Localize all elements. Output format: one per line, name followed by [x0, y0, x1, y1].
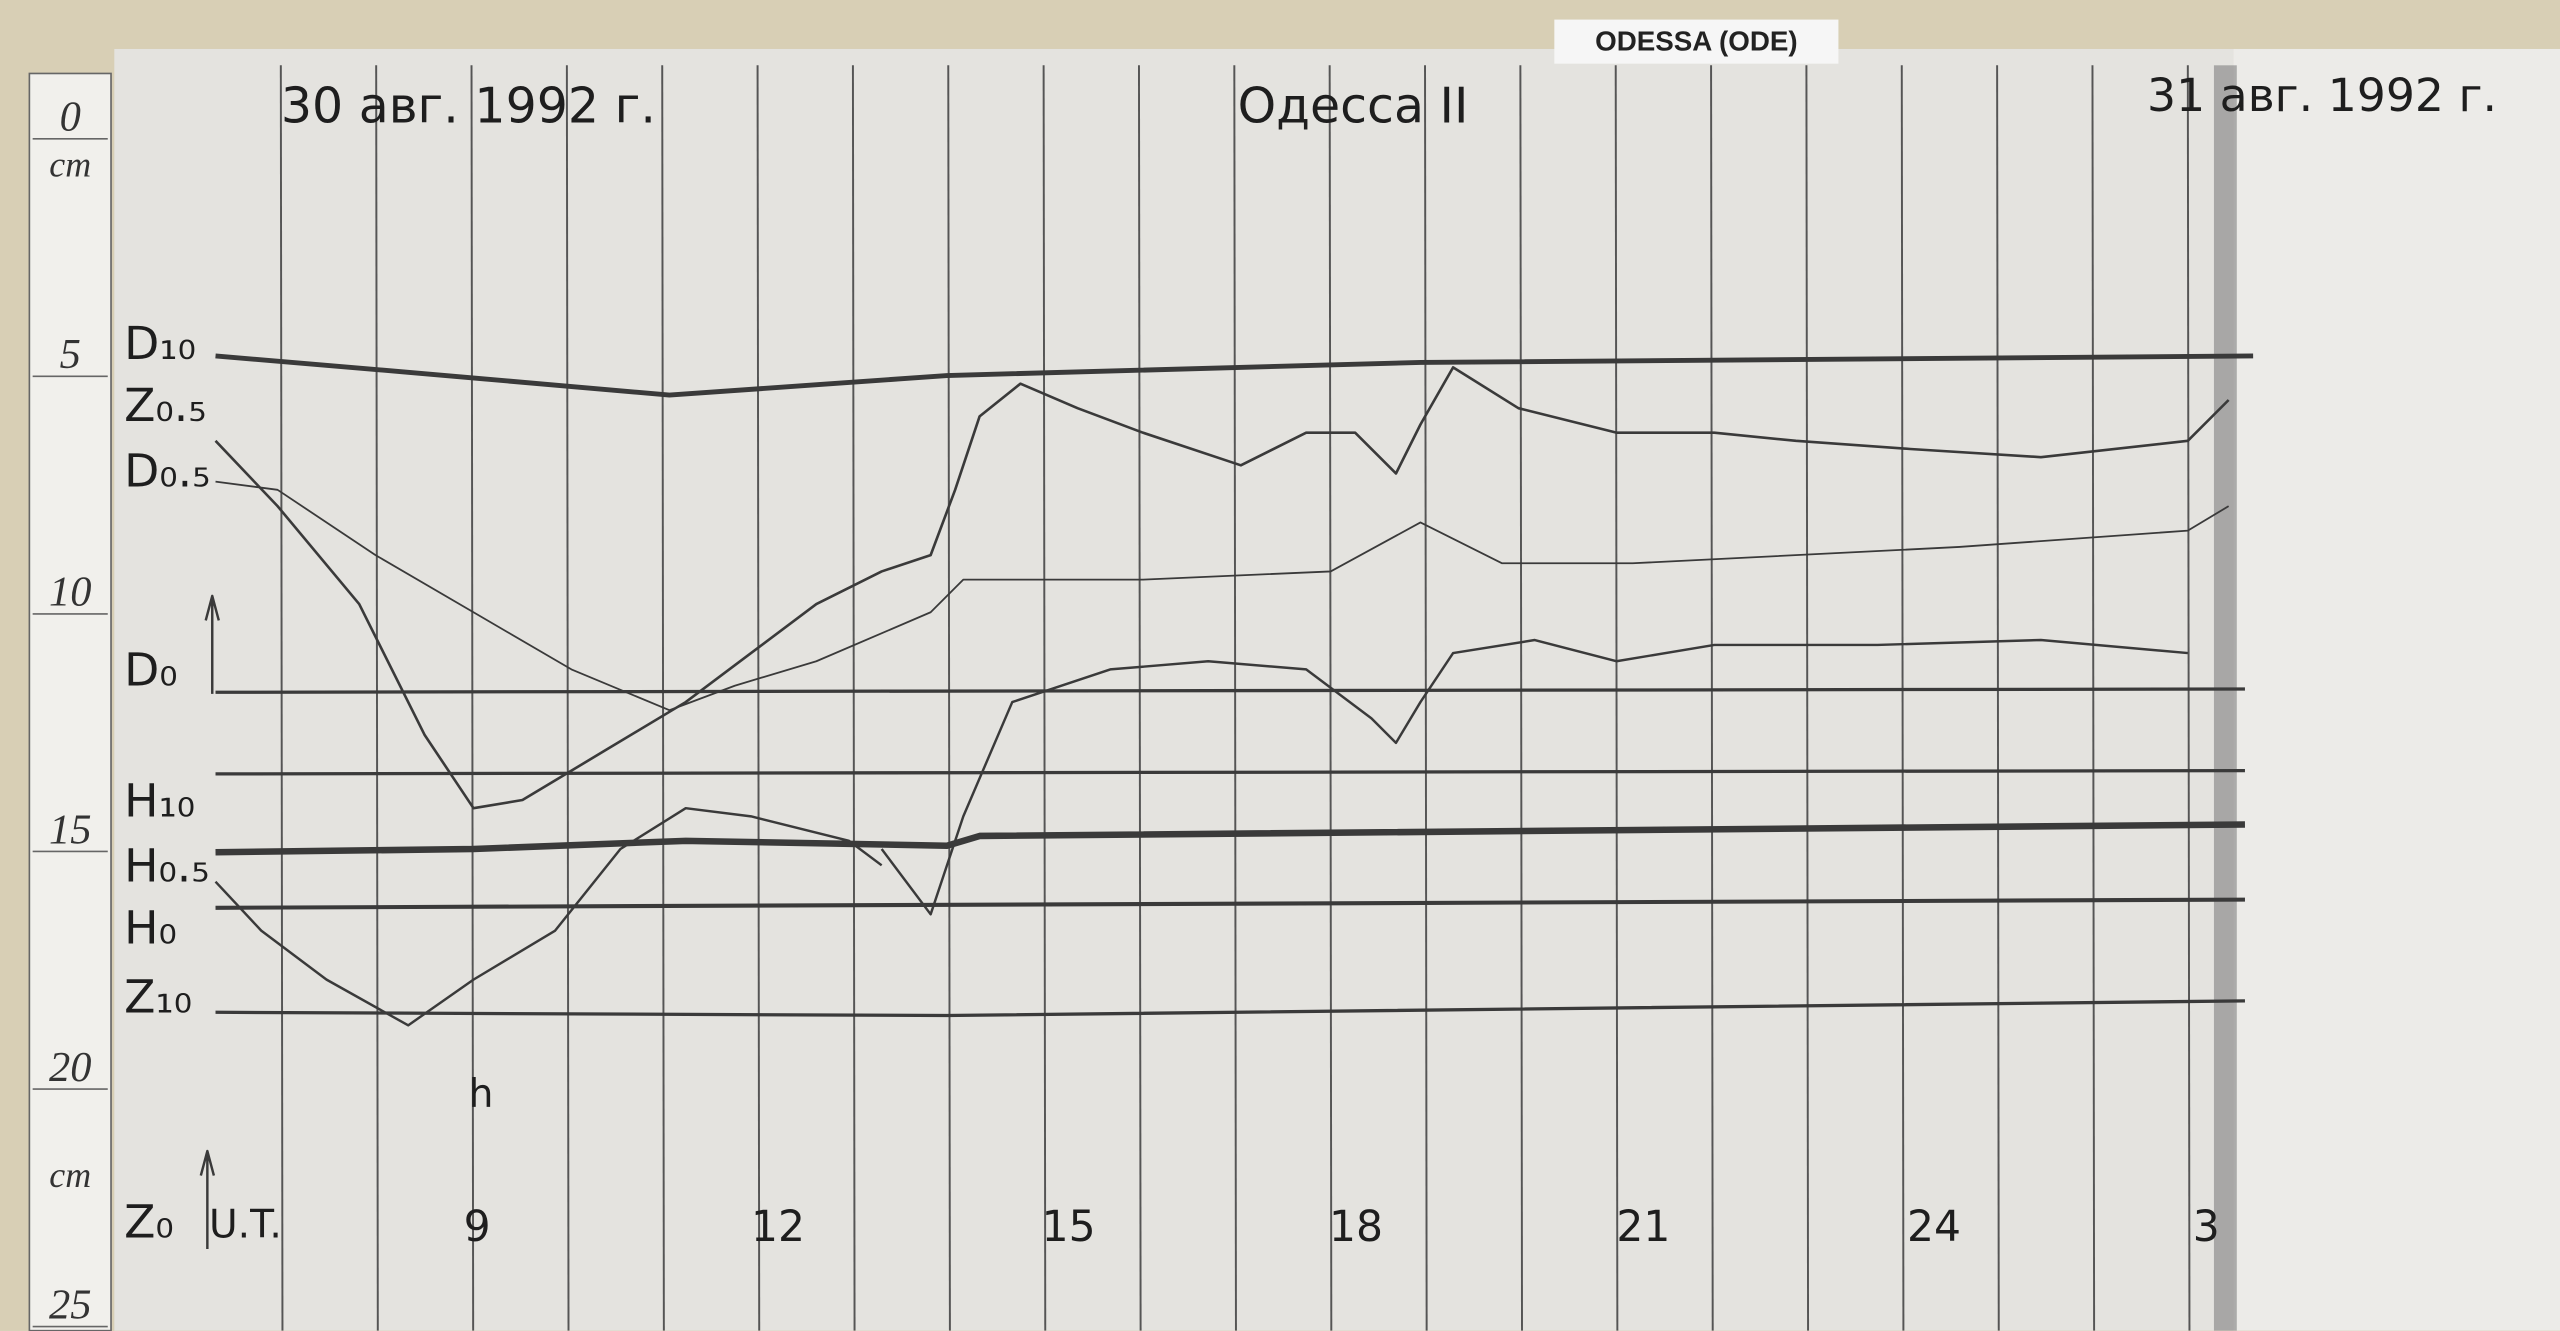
grid-line — [756, 65, 761, 1331]
hour-symbol: h — [469, 1072, 494, 1117]
grid-line — [1137, 65, 1142, 1331]
trace-label: Z₁₀ — [124, 970, 192, 1023]
grid-line — [1328, 65, 1333, 1331]
trace-label: H₀.₅ — [124, 840, 210, 893]
grid-line — [1424, 65, 1428, 1331]
paper-edge — [2233, 48, 2560, 1331]
trace-label: H₁₀ — [124, 774, 195, 827]
trace-label: Z₀ — [124, 1196, 174, 1249]
grid-line — [470, 65, 475, 1331]
station-sign — [1554, 19, 1839, 64]
ruler-mark: 10 — [49, 569, 91, 616]
grid-line — [1710, 65, 1714, 1331]
ruler-mark: 0 — [60, 94, 81, 141]
paper-shadow — [2213, 65, 2237, 1331]
time-tick: 3 — [2193, 1203, 2220, 1252]
chart-title: Одесса II — [1238, 77, 1469, 134]
trace-d0 — [215, 687, 2245, 694]
trace-base — [215, 769, 2245, 776]
grid-line — [1233, 65, 1237, 1331]
time-tick: 12 — [751, 1203, 805, 1252]
grid-line — [1042, 65, 1047, 1331]
ruler-unit: cm — [49, 144, 91, 184]
time-unit: U.T. — [209, 1203, 282, 1248]
trace-label: D₀.₅ — [124, 445, 210, 498]
grid-line — [1614, 65, 1619, 1331]
ruler-unit: cm — [49, 1155, 91, 1195]
time-ticks: 9 12 15 18 21 24 3 — [464, 1203, 2220, 1252]
time-tick: 15 — [1042, 1203, 1096, 1252]
time-tick: 21 — [1616, 1203, 1670, 1252]
trace-d10 — [215, 353, 2254, 398]
trace-h10 — [215, 821, 2245, 856]
trace-h-var — [214, 806, 883, 1027]
trace-d05 — [215, 480, 2230, 712]
ruler — [28, 72, 112, 1331]
grid-line — [279, 65, 284, 1331]
ruler-mark: 20 — [49, 1044, 91, 1091]
trace-label: H₀ — [124, 902, 177, 955]
trace-d0-var — [880, 638, 2188, 916]
trace-label: D₁₀ — [124, 317, 196, 370]
time-tick: 24 — [1907, 1203, 1961, 1252]
trace-label: D₀ — [124, 644, 178, 697]
station-name: ODESSA (ODE) — [1595, 26, 1798, 57]
trace-labels: D₁₀ Z₀.₅ D₀.₅ D₀ H₁₀ H₀.₅ H₀ Z₁₀ Z₀ — [124, 317, 210, 1248]
grid-line — [2091, 65, 2096, 1331]
grid-line — [1900, 65, 1905, 1331]
grid-line — [661, 65, 665, 1331]
trace-z10 — [215, 999, 2245, 1018]
time-tick: 9 — [464, 1203, 491, 1252]
grid-line — [565, 65, 570, 1331]
trace-label: Z₀.₅ — [124, 379, 206, 432]
grid-line — [1996, 65, 2000, 1331]
grid-line — [851, 65, 856, 1331]
date-right: 31 авг. 1992 г. — [2147, 69, 2497, 122]
trace-z05 — [214, 366, 2230, 810]
axis-arrows — [199, 594, 220, 1250]
ruler-marks: 0 5 10 15 20 25 — [32, 94, 108, 1328]
grid-line — [2186, 65, 2191, 1331]
ruler-mark: 5 — [60, 331, 81, 378]
time-tick: 18 — [1329, 1203, 1383, 1252]
grid-line — [1519, 65, 1523, 1331]
grid-line — [375, 65, 379, 1331]
ruler-mark: 15 — [49, 806, 91, 853]
grid — [279, 65, 2191, 1331]
ruler-mark: 25 — [49, 1281, 91, 1328]
grid-line — [1805, 65, 1810, 1331]
grid-line — [947, 65, 951, 1331]
date-left: 30 авг. 1992 г. — [281, 77, 656, 134]
trace-h0 — [215, 897, 2245, 910]
